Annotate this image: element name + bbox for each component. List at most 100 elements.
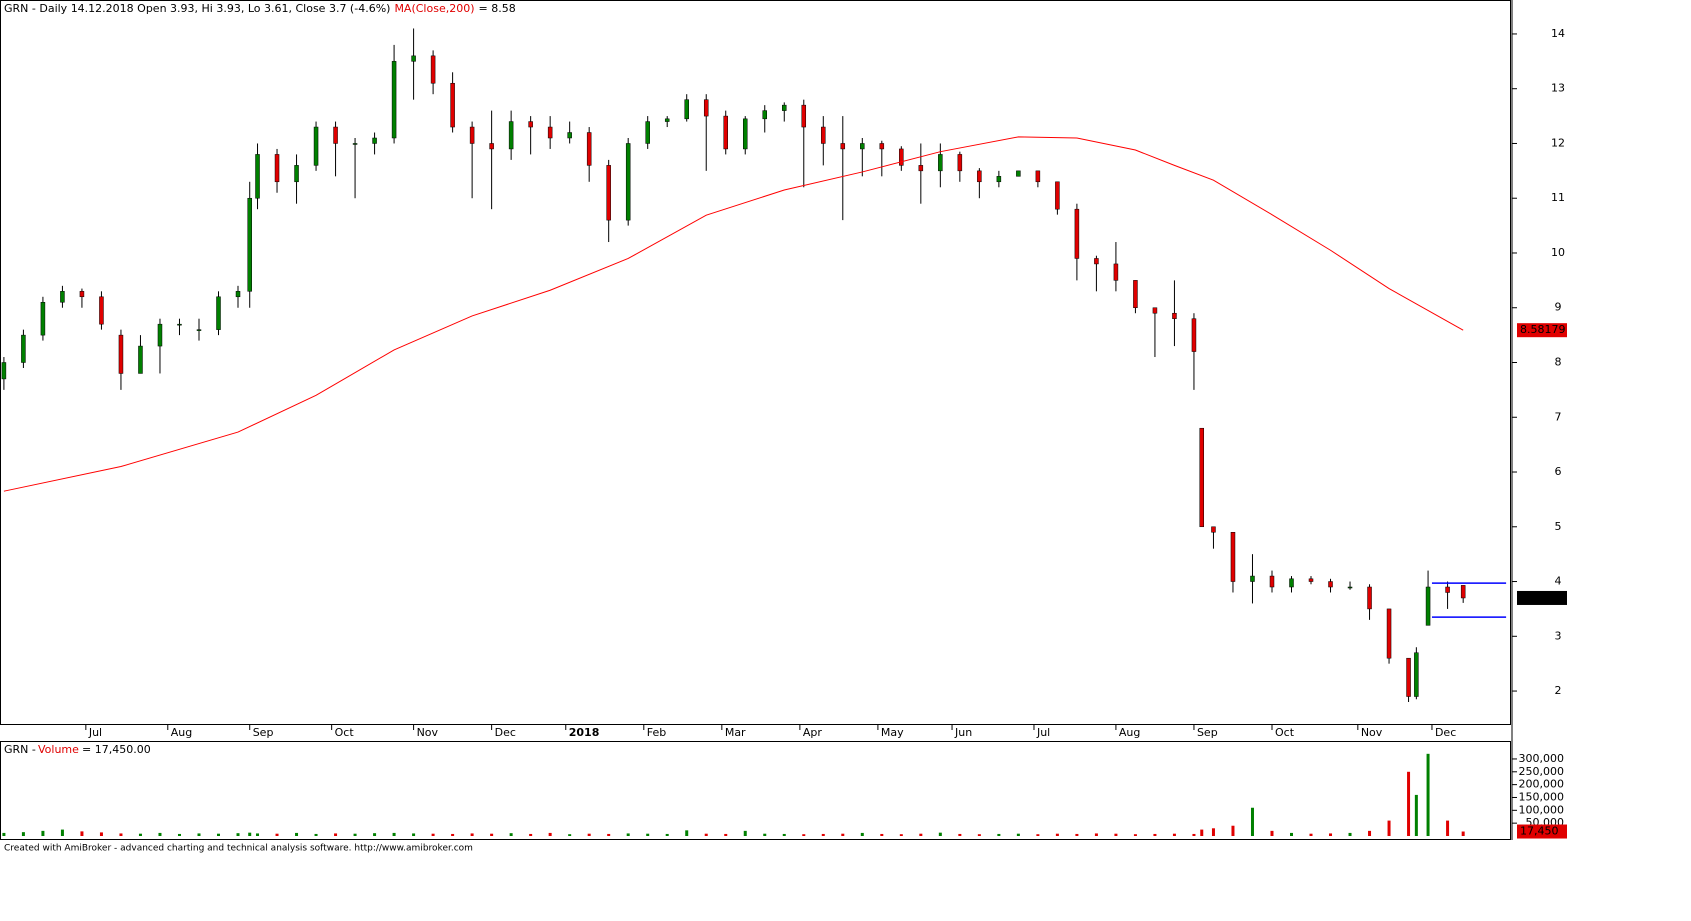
candle-body: [352, 143, 358, 145]
x-tick-label: May: [881, 726, 904, 739]
candle-body: [1328, 581, 1333, 588]
volume-value-label-box: [1517, 824, 1567, 839]
y-tick-label: 8: [1555, 356, 1562, 369]
volume-bar: [177, 833, 181, 836]
volume-bar: [1387, 820, 1391, 836]
x-tick-label: Jul: [1036, 726, 1050, 739]
candle-body: [60, 291, 65, 303]
volume-bar: [977, 834, 981, 836]
volume-tick-label: 250,000: [1519, 765, 1565, 778]
volume-bar: [626, 833, 630, 836]
volume-bar: [1231, 825, 1235, 836]
volume-bar: [1414, 794, 1418, 836]
candle-body: [1094, 258, 1099, 265]
candle-body: [860, 143, 865, 150]
volume-bar: [490, 833, 494, 836]
close-value-label: 3.7: [1520, 591, 1538, 604]
volume-tick-label: 150,000: [1519, 790, 1565, 803]
candle-body: [977, 170, 982, 183]
volume-bar: [295, 832, 299, 836]
candle-body: [1414, 652, 1419, 697]
candle-body: [391, 61, 397, 139]
volume-bar: [392, 832, 396, 836]
candle-body: [40, 302, 46, 336]
y-tick-label: 6: [1555, 465, 1562, 478]
candle-body: [625, 143, 631, 221]
volume-bar: [646, 833, 650, 836]
x-tick-label: Oct: [1275, 726, 1295, 739]
candle-body: [918, 165, 924, 172]
candle-body: [1152, 307, 1158, 314]
volume-bar: [1289, 832, 1293, 836]
candle-body: [782, 104, 787, 111]
ma-value-label: 8.58179: [1520, 323, 1566, 336]
candle-body: [801, 104, 807, 128]
candle-body: [1055, 181, 1060, 210]
volume-bar: [373, 833, 377, 836]
x-tick-label: Sep: [1197, 726, 1218, 739]
x-tick-label: Nov: [417, 726, 439, 739]
volume-bar: [1309, 833, 1313, 836]
candle-body: [157, 323, 163, 347]
candle-body: [1230, 532, 1236, 582]
volume-bar: [1446, 820, 1450, 836]
candle-body: [79, 291, 85, 298]
x-tick-label: Oct: [335, 726, 355, 739]
y-tick-label: 12: [1551, 136, 1565, 149]
candle-body: [99, 296, 104, 325]
volume-bar: [763, 833, 767, 836]
volume-bar: [80, 831, 84, 836]
candle-body: [547, 126, 553, 139]
candle-body: [118, 334, 124, 374]
y-tick-label: 14: [1551, 27, 1565, 40]
x-tick-label: Mar: [725, 726, 746, 739]
candle-body: [1445, 586, 1450, 593]
volume-bar: [431, 833, 435, 836]
volume-bar: [1250, 807, 1254, 836]
volume-bar: [314, 833, 318, 836]
y-tick-label: 13: [1551, 82, 1565, 95]
y-tick-label: 7: [1555, 410, 1562, 423]
y-tick-label: 5: [1555, 520, 1562, 533]
candle-body: [21, 334, 26, 363]
candle-body: [1406, 657, 1411, 697]
volume-bar: [1036, 834, 1040, 836]
volume-bar: [802, 834, 806, 836]
volume-bar: [1329, 833, 1333, 836]
y-tick-label: 9: [1555, 301, 1562, 314]
candle-body: [821, 126, 826, 144]
candle-body: [274, 154, 280, 183]
candle-body: [1211, 526, 1216, 533]
volume-bar: [1094, 833, 1098, 836]
volume-bar: [821, 833, 825, 836]
candle-body: [196, 329, 202, 331]
y-tick-label: 3: [1555, 629, 1562, 642]
volume-bar: [158, 832, 162, 836]
volume-bar: [782, 833, 786, 836]
volume-bar: [1055, 833, 1059, 836]
candle-body: [450, 82, 455, 128]
volume-bar: [665, 833, 669, 836]
candle-body: [1035, 170, 1041, 183]
candle-body: [586, 132, 592, 166]
volume-bar: [334, 833, 338, 836]
candle-body: [1172, 312, 1177, 319]
candle-body: [723, 115, 728, 150]
x-tick-label: Sep: [253, 726, 274, 739]
volume-tick-label: 100,000: [1519, 803, 1565, 816]
volume-bar: [217, 833, 221, 836]
volume-pane: [0, 741, 1511, 840]
volume-bar: [353, 833, 357, 836]
candle-body: [645, 121, 650, 144]
volume-bar: [841, 833, 845, 836]
volume-bar: [1426, 753, 1430, 836]
close-value-label-box: [1517, 590, 1567, 605]
candle-body: [235, 291, 241, 298]
ma-legend: MA(Close,200): [394, 2, 474, 15]
candle-body: [333, 126, 338, 144]
candle-body: [430, 55, 436, 84]
volume-bar: [256, 833, 260, 836]
candle-body: [684, 99, 689, 120]
candle-body: [1, 362, 7, 380]
volume-bar: [1016, 833, 1020, 836]
